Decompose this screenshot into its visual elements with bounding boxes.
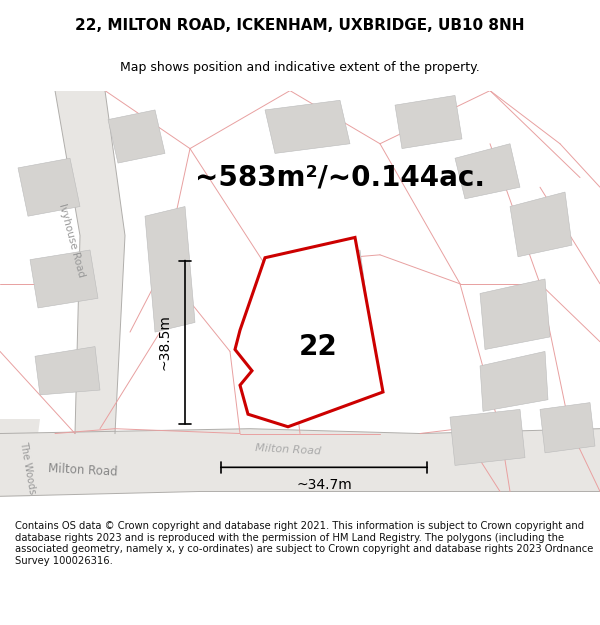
Polygon shape [0,429,600,496]
Polygon shape [455,144,520,199]
Polygon shape [480,279,550,349]
Polygon shape [30,250,98,308]
Text: 22: 22 [299,332,337,361]
Polygon shape [265,100,350,153]
Text: Milton Road: Milton Road [255,443,322,457]
Text: Contains OS data © Crown copyright and database right 2021. This information is : Contains OS data © Crown copyright and d… [15,521,593,566]
Text: The Woods: The Woods [18,440,37,494]
Polygon shape [510,192,572,257]
Polygon shape [395,96,462,149]
Text: ~583m²/~0.144ac.: ~583m²/~0.144ac. [195,164,485,191]
Polygon shape [108,110,165,163]
Text: Milton Road: Milton Road [48,462,118,479]
Polygon shape [540,402,595,453]
Polygon shape [55,91,125,434]
Polygon shape [35,347,100,395]
Text: Ivyhouse Road: Ivyhouse Road [58,202,86,278]
Polygon shape [450,409,525,466]
Text: 22, MILTON ROAD, ICKENHAM, UXBRIDGE, UB10 8NH: 22, MILTON ROAD, ICKENHAM, UXBRIDGE, UB1… [75,18,525,33]
Polygon shape [480,351,548,411]
Polygon shape [0,419,40,496]
Polygon shape [295,250,370,337]
Text: Map shows position and indicative extent of the property.: Map shows position and indicative extent… [120,61,480,74]
Polygon shape [235,238,383,427]
Text: ~34.7m: ~34.7m [296,478,352,492]
Text: ~38.5m: ~38.5m [158,314,172,370]
Polygon shape [145,206,195,332]
Polygon shape [18,158,80,216]
